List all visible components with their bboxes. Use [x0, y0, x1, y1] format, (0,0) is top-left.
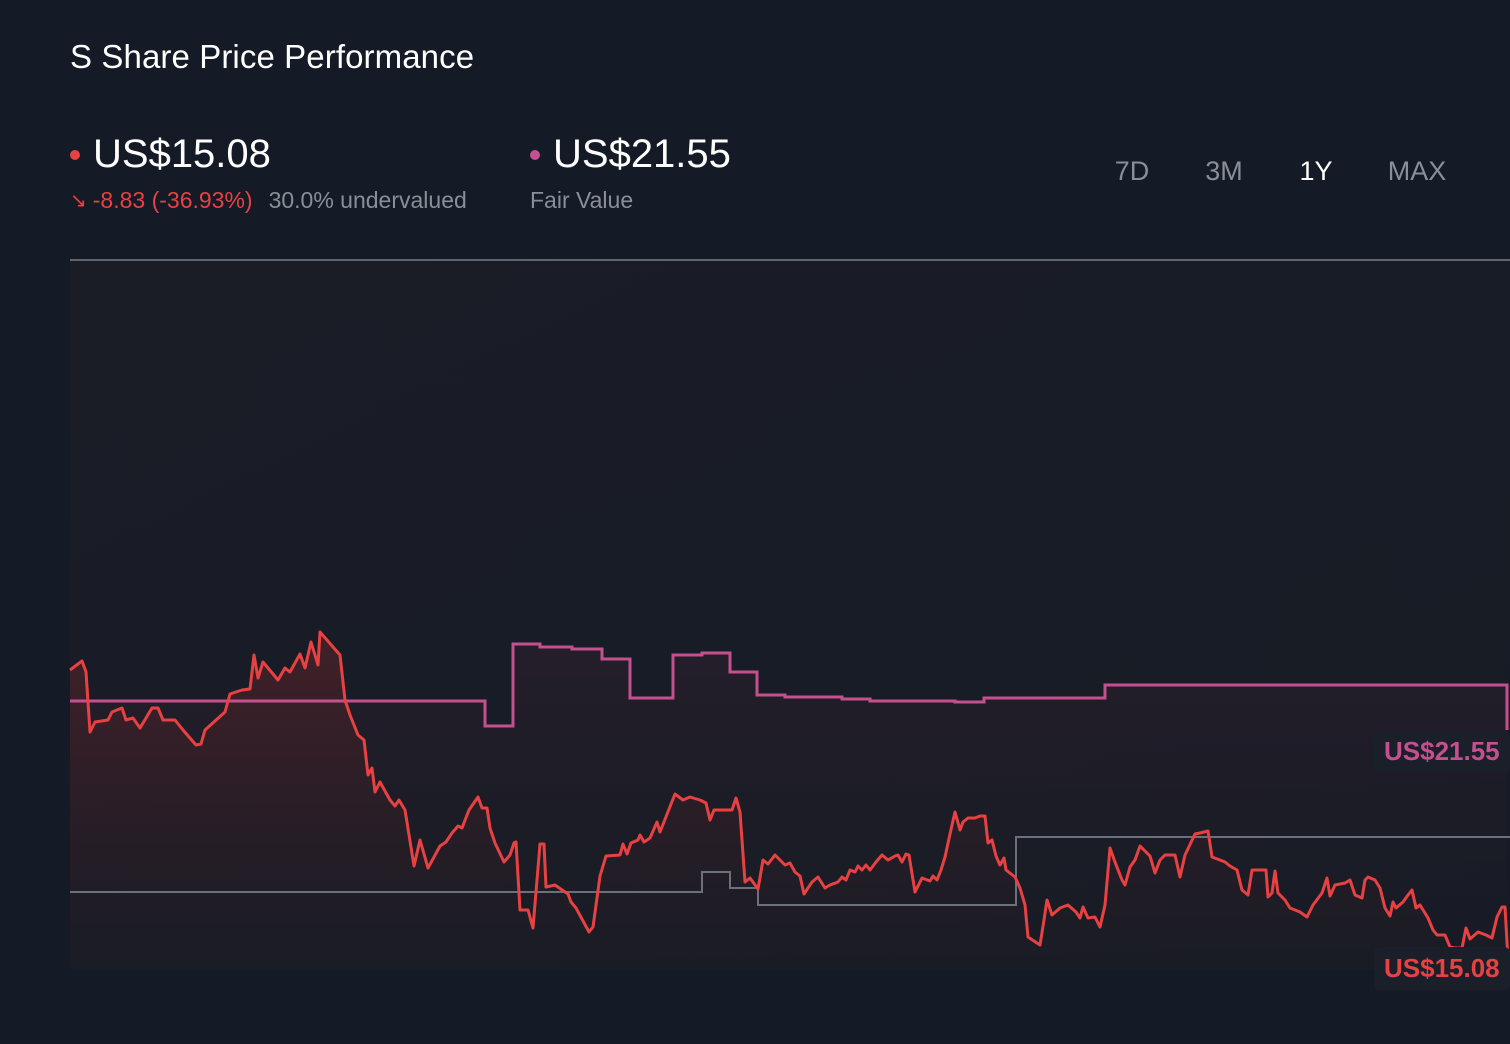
price-area — [70, 632, 1508, 970]
price-legend-dot — [70, 149, 80, 160]
price-badge: US$15.08 — [1374, 947, 1510, 990]
fair-value-label: Fair Value — [530, 187, 634, 213]
fair-value-badge: US$21.55 — [1374, 730, 1510, 773]
tab-max[interactable]: MAX — [1387, 156, 1447, 186]
fair-value-price: US$21.55 — [553, 132, 731, 176]
down-arrow-icon: ↘ — [70, 190, 87, 212]
fair-value-line — [70, 642, 1509, 730]
share-price-line — [69, 630, 1510, 961]
share-price-metric: US$15.08 ↘ -8.83 (-36.93%) 30.0% underva… — [70, 132, 467, 214]
current-price: US$15.08 — [93, 132, 271, 176]
fair-value-legend-dot — [530, 149, 540, 160]
valuation-label: 30.0% undervalued — [268, 187, 467, 213]
reference-step-line — [70, 836, 1510, 906]
fair-value-metric: US$21.55 Fair Value — [530, 132, 731, 214]
price-change: -8.83 (-36.93%) — [92, 187, 253, 213]
tab-3m[interactable]: 3M — [1205, 156, 1243, 186]
time-range-selector: 7D 3M 1Y MAX — [1096, 156, 1482, 187]
tab-1y[interactable]: 1Y — [1299, 156, 1333, 186]
tab-7d[interactable]: 7D — [1114, 156, 1150, 186]
page-title: S Share Price Performance — [70, 38, 475, 75]
